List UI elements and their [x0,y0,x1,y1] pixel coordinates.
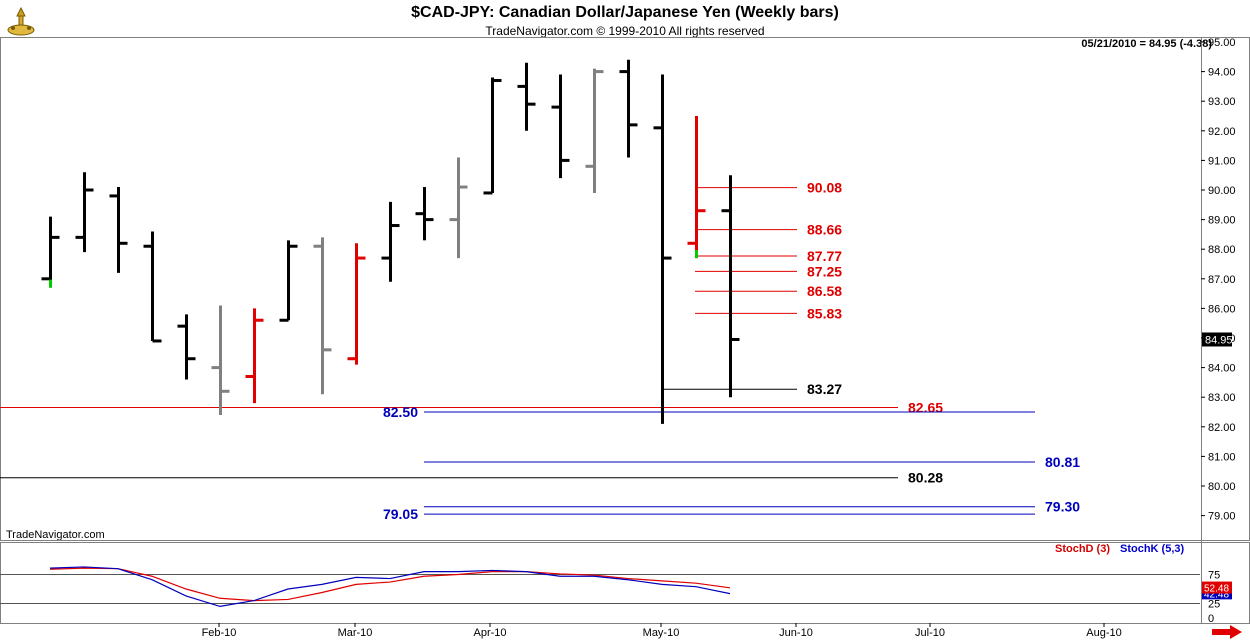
price-tick-label: 90.00 [1208,185,1236,197]
trade-navigator-logo-icon [4,4,38,38]
date-tick-label: Apr-10 [473,627,506,639]
price-tick-label: 86.00 [1208,303,1236,315]
level-label: 82.65 [908,400,943,416]
last-price-label: 84.95 [1205,334,1233,346]
level-label: 80.28 [908,470,943,486]
level-label: 79.30 [1045,499,1080,515]
stoch-panel-border [0,542,1250,624]
level-label: 88.66 [807,222,842,238]
date-axis: Feb-10 Mar-10 Apr-10 May-10 Jun-10 Jul-10 Aug-… [202,623,1122,639]
level-label: 85.83 [807,305,842,321]
last-price-box [1202,332,1232,347]
date-tick-label: Aug-10 [1086,627,1121,639]
stochd-value-label: 52.48 [1204,584,1229,595]
stoch-tick-label: 25 [1208,599,1220,611]
price-tick-label: 81.00 [1208,451,1236,463]
stochd-value-box [1202,581,1232,594]
price-tick-label: 87.00 [1208,274,1236,286]
level-label: 80.81 [1045,454,1080,470]
price-axis: 79.0080.0081.0082.0083.0084.0085.0086.00… [1201,37,1236,523]
price-tick-label: 95.00 [1208,37,1236,49]
stoch-series-line [49,566,731,608]
price-tick-label: 89.00 [1208,215,1236,227]
level-label: 87.77 [807,248,842,264]
level-label: 82.50 [383,404,418,420]
scroll-right-arrow-icon[interactable] [1212,625,1242,639]
chart-subtitle: TradeNavigator.com © 1999-2010 All right… [485,24,765,38]
legend-stochk: StochK (5,3) [1120,543,1185,555]
price-tick-label: 93.00 [1208,96,1236,108]
price-tick-label: 84.00 [1208,363,1236,375]
chart-title: $CAD-JPY: Canadian Dollar/Japanese Yen (… [411,4,839,21]
level-label: 90.08 [807,180,842,196]
price-tick-label: 80.00 [1208,481,1236,493]
stochk-value-label: 42.48 [1204,589,1229,600]
date-tick-label: Jul-10 [915,627,945,639]
date-tick-label: Feb-10 [202,627,237,639]
ohlc-bars [41,59,740,424]
price-tick-label: 91.00 [1208,155,1236,167]
stoch-tick-label: 0 [1208,613,1214,625]
date-tick-label: Jun-10 [779,627,813,639]
stoch-tick-label: 75 [1208,570,1220,582]
level-label: 83.27 [807,381,842,397]
price-tick-label: 94.00 [1208,67,1236,79]
price-tick-label: 92.00 [1208,126,1236,138]
level-label: 79.05 [383,506,418,522]
watermark: TradeNavigator.com [6,529,105,541]
stoch-series-line [49,567,731,602]
price-tick-label: 88.00 [1208,244,1236,256]
level-label: 86.58 [807,283,842,299]
level-label: 87.25 [807,263,842,279]
date-tick-label: Mar-10 [338,627,373,639]
last-quote-readout: 05/21/2010 = 84.95 (-4.38) [1081,38,1212,50]
date-tick-label: May-10 [643,627,680,639]
price-tick-label: 83.00 [1208,392,1236,404]
price-tick-label: 79.00 [1208,511,1236,523]
legend-stochd: StochD (3) [1055,543,1110,555]
price-tick-label: 82.00 [1208,422,1236,434]
